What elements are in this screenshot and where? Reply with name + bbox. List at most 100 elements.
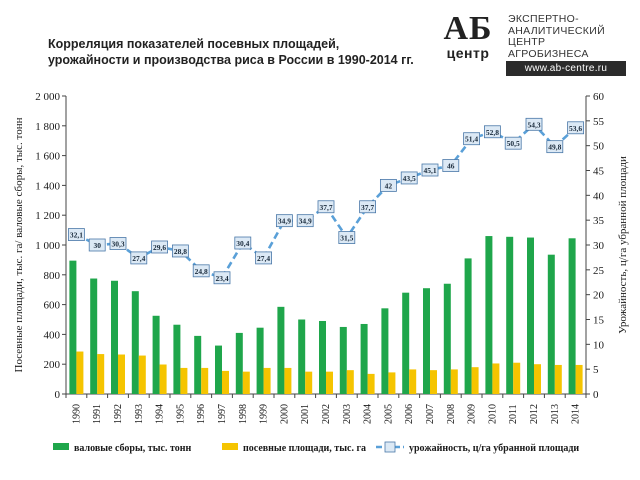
- yield-point: [171, 244, 189, 258]
- production-bar: [402, 292, 410, 394]
- production-bar: [131, 291, 139, 394]
- yield-point: [546, 140, 564, 154]
- yield-data-label: 30: [93, 241, 101, 250]
- area-bar: [575, 364, 583, 394]
- right-axis-tick-label: 55: [593, 116, 605, 128]
- area-bar: [554, 364, 562, 394]
- yield-point: [213, 271, 231, 285]
- right-axis-tick-label: 45: [593, 166, 605, 178]
- area-bar: [492, 363, 500, 394]
- legend-marker-yield: [384, 441, 396, 453]
- logo-url: www.ab-centre.ru: [506, 61, 626, 76]
- yield-data-label: 51,4: [465, 135, 478, 144]
- left-axis-title: Посевные площади, тыс. га/ валовые сборы…: [13, 117, 25, 372]
- yield-point: [192, 264, 210, 278]
- logo-mark-bottom: центр: [446, 45, 490, 61]
- right-axis-tick-label: 0: [593, 389, 599, 401]
- area-bar: [471, 367, 479, 394]
- x-axis-tick-label: 2005: [383, 404, 394, 424]
- right-axis-tick-label: 10: [593, 339, 605, 351]
- logo-mark-top: АБ: [443, 10, 493, 47]
- x-axis-tick-label: 2004: [363, 404, 374, 424]
- x-axis-tick-label: 2013: [550, 404, 561, 424]
- x-axis-tick-label: 1997: [217, 404, 228, 424]
- left-axis-tick-label: 1 200: [35, 210, 60, 222]
- area-bar: [326, 371, 333, 394]
- legend-label-yield: урожайность, ц/га убранной площади: [409, 443, 579, 454]
- yield-point: [442, 159, 460, 172]
- right-axis-tick-label: 35: [593, 215, 605, 227]
- yield-point: [338, 231, 356, 244]
- yield-point: [567, 121, 584, 135]
- x-axis-tick-label: 2002: [321, 404, 332, 424]
- production-bar: [381, 308, 389, 394]
- production-bar: [339, 326, 347, 394]
- production-bar: [485, 236, 493, 394]
- production-bar: [319, 320, 326, 394]
- yield-data-label: 34,9: [278, 217, 291, 226]
- right-axis-title-group: Урожайность, ц/га убранной площади: [617, 156, 629, 334]
- legend-label-production: валовые сборы, тыс. тонн: [74, 443, 191, 454]
- production-bar: [443, 283, 451, 394]
- x-axis-tick-label: 2006: [404, 404, 415, 424]
- logo-text-line-4: АГРОБИЗНЕСА: [508, 47, 589, 60]
- production-bar: [568, 238, 576, 394]
- x-axis-tick-label: 1998: [238, 404, 249, 424]
- yield-data-label: 49,8: [548, 143, 561, 152]
- production-bar: [360, 323, 368, 394]
- production-bar: [423, 288, 430, 394]
- logo-text-line-2: АНАЛИТИЧЕСКИЙ: [508, 24, 605, 37]
- area-bar: [305, 371, 313, 394]
- yield-data-label: 53,6: [569, 124, 582, 133]
- yield-data-label: 37,7: [319, 203, 332, 212]
- logo-text-line-1: ЭКСПЕРТНО-: [508, 13, 579, 25]
- x-axis-tick-label: 1994: [155, 404, 166, 424]
- yield-data-label: 24,8: [195, 267, 208, 276]
- area-bar: [76, 351, 84, 394]
- yield-point: [504, 136, 522, 150]
- chart-title-line-2: урожайности и производства риса в России…: [48, 53, 414, 67]
- legend-swatch-area: [222, 443, 238, 450]
- x-axis-tick-label: 1996: [196, 404, 207, 424]
- production-bar: [277, 306, 285, 394]
- area-bar: [284, 367, 292, 394]
- x-axis-tick-label: 1999: [259, 404, 270, 424]
- yield-data-label: 27,4: [257, 254, 270, 263]
- area-bar: [388, 372, 396, 394]
- area-bar: [430, 370, 437, 394]
- right-axis-tick-label: 5: [593, 364, 599, 376]
- yield-point: [109, 237, 127, 250]
- logo-text: ЭКСПЕРТНО- АНАЛИТИЧЕСКИЙ ЦЕНТР АГРОБИЗНЕ…: [508, 13, 630, 60]
- yield-data-label: 27,4: [132, 254, 145, 263]
- yield-data-label: 37,7: [361, 203, 374, 212]
- production-bar: [547, 254, 555, 394]
- left-axis-tick-label: 2 000: [35, 91, 60, 103]
- yield-data-label: 42: [385, 181, 393, 190]
- yield-data-label: 30,3: [111, 240, 124, 249]
- right-axis-tick-label: 15: [593, 315, 605, 327]
- production-bar: [506, 236, 514, 394]
- yield-point: [400, 171, 418, 185]
- x-axis-tick-label: 2007: [425, 404, 436, 424]
- left-axis-tick-label: 1 000: [35, 240, 60, 252]
- area-bar: [118, 354, 125, 394]
- yield-point: [525, 117, 543, 131]
- yield-data-label: 50,5: [507, 139, 520, 148]
- logo-mark: АБ центр: [434, 12, 502, 64]
- chart-title: Корреляция показателей посевных площадей…: [48, 36, 428, 68]
- yield-point: [359, 200, 377, 214]
- left-axis-tick-label: 1 800: [35, 121, 60, 133]
- yield-point: [275, 214, 293, 228]
- yield-data-label: 23,4: [215, 274, 228, 283]
- production-bar: [152, 315, 160, 394]
- production-bar: [215, 345, 222, 394]
- left-axis-tick-label: 800: [44, 270, 61, 282]
- production-bar: [111, 280, 118, 394]
- x-axis-tick-label: 1995: [175, 404, 186, 424]
- yield-point: [151, 240, 169, 254]
- area-bar: [159, 364, 167, 394]
- left-axis-tick-label: 0: [55, 389, 61, 401]
- area-bar: [138, 355, 146, 394]
- x-axis-tick-label: 2009: [467, 404, 478, 424]
- left-axis-tick-label: 600: [44, 300, 61, 312]
